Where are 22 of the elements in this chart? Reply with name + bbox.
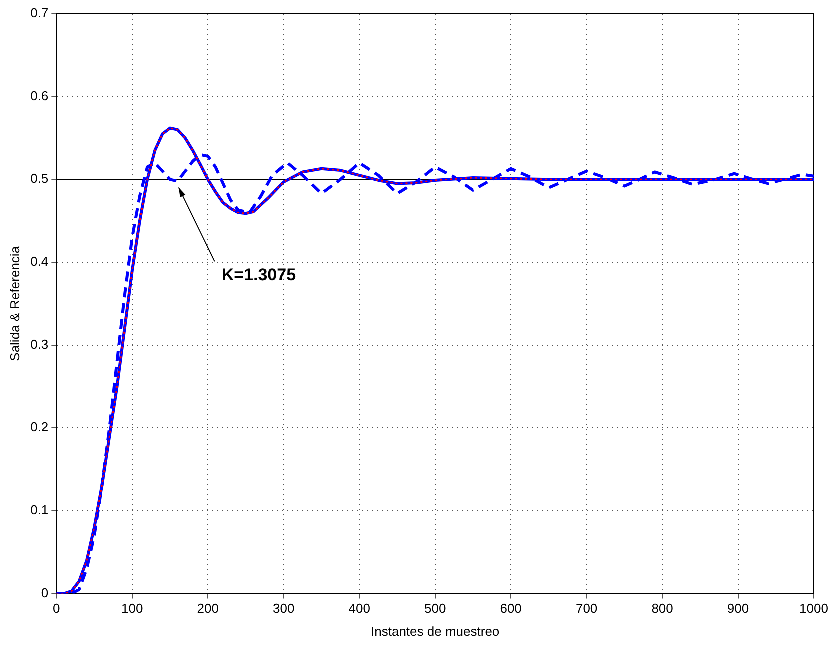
y-tick-label: 0.4 <box>30 254 49 270</box>
y-tick-label: 0.2 <box>30 420 49 435</box>
annotation: K=1.3075 <box>222 265 296 284</box>
x-tick-label: 0 <box>53 601 60 616</box>
y-tick-label: 0.1 <box>30 502 49 518</box>
x-tick-label: 400 <box>348 601 370 616</box>
y-tick-label: 0.6 <box>30 88 49 104</box>
x-tick-label: 900 <box>727 601 750 616</box>
x-axis-title: Instantes de muestreo <box>371 624 500 639</box>
y-tick-label: 0.3 <box>30 336 49 352</box>
x-tick-label: 800 <box>652 601 674 616</box>
x-tick-label: 100 <box>122 601 144 616</box>
x-tick-label: 700 <box>576 601 598 616</box>
x-tick-label: 1000 <box>800 601 828 616</box>
x-tick-label: 300 <box>273 601 295 616</box>
y-tick-label: 0.7 <box>30 6 49 21</box>
y-axis-title: Salida & Referencia <box>7 246 22 362</box>
x-tick-label: 200 <box>197 601 219 616</box>
x-tick-label: 600 <box>500 601 522 616</box>
x-tick-label: 500 <box>424 601 446 616</box>
y-tick-label: 0 <box>41 585 49 600</box>
y-tick-label: 0.5 <box>30 171 49 186</box>
